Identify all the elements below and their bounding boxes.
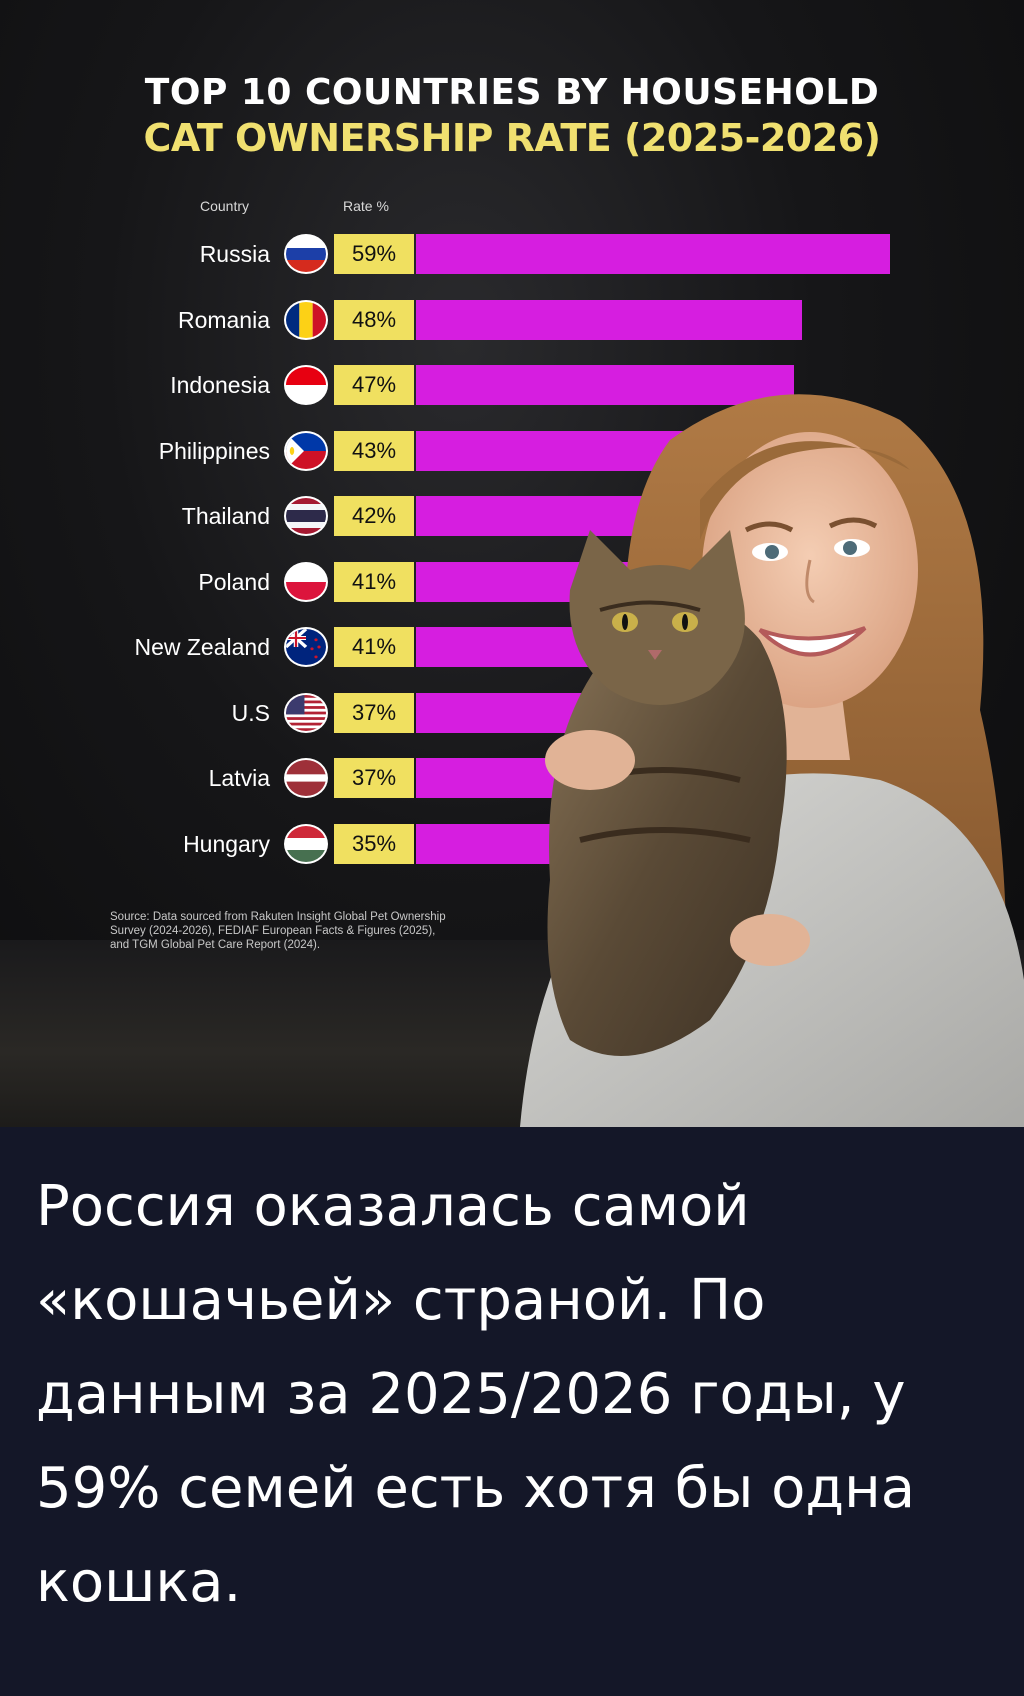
category-label: Poland xyxy=(198,569,270,595)
caption-panel xyxy=(0,1127,1024,1696)
data-label: 48% xyxy=(334,300,414,340)
data-label: 59% xyxy=(334,234,414,274)
data-label: 42% xyxy=(334,496,414,536)
philippines-flag-icon xyxy=(284,431,328,471)
category-label: Philippines xyxy=(158,438,270,464)
bar xyxy=(416,365,794,405)
category-label: Latvia xyxy=(208,765,270,791)
romania-flag-icon xyxy=(284,300,328,340)
chart-subtitle: CAT OWNERSHIP RATE (2025-2026) xyxy=(143,116,881,160)
category-label: Hungary xyxy=(183,831,270,857)
hungary-flag-icon xyxy=(284,824,328,864)
new-zealand-flag-icon xyxy=(284,627,328,667)
data-label: 47% xyxy=(334,365,414,405)
category-label: U.S xyxy=(231,700,270,726)
data-label: 37% xyxy=(334,693,414,733)
caption-text: Россия оказалась самой «кошачьей» страно… xyxy=(36,1174,916,1615)
indonesia-flag-icon xyxy=(284,365,328,405)
country-column-header: Country xyxy=(200,198,250,214)
data-label: 41% xyxy=(334,562,414,602)
woman-holding-cat-image xyxy=(520,394,1024,1127)
data-label: 41% xyxy=(334,627,414,667)
thailand-flag-icon xyxy=(284,496,328,536)
category-label: New Zealand xyxy=(134,634,270,660)
category-label: Russia xyxy=(199,241,270,267)
category-label: Thailand xyxy=(181,503,270,529)
category-label: Romania xyxy=(177,307,270,333)
chart-title: TOP 10 COUNTRIES BY HOUSEHOLD xyxy=(144,72,880,113)
russia-flag-icon xyxy=(284,234,328,274)
infographic-poster: TOP 10 COUNTRIES BY HOUSEHOLD CAT OWNERS… xyxy=(0,0,1024,1127)
data-label: 37% xyxy=(334,758,414,798)
source-note: Source: Data sourced from Rakuten Insigh… xyxy=(110,911,446,951)
us-flag-icon xyxy=(284,693,328,733)
data-label: 43% xyxy=(334,431,414,471)
poland-flag-icon xyxy=(284,562,328,602)
rate-column-header: Rate % xyxy=(343,198,389,214)
data-label: 35% xyxy=(334,824,414,864)
bar xyxy=(416,234,890,274)
bar xyxy=(416,300,802,340)
category-label: Indonesia xyxy=(170,372,270,398)
latvia-flag-icon xyxy=(284,758,328,798)
